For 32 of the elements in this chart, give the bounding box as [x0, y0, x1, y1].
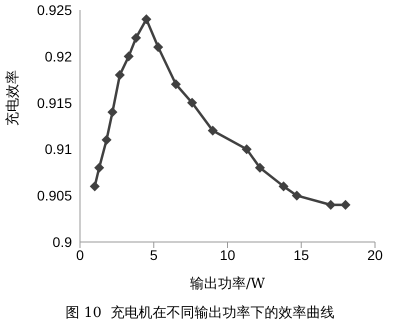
y-tick-label: 0.9 — [52, 234, 72, 250]
x-tick-label: 10 — [220, 246, 236, 263]
y-axis-title: 充电效率 — [4, 70, 21, 126]
x-axis-title: 输出功率/W — [190, 276, 266, 292]
y-tick-label: 0.92 — [44, 48, 72, 64]
point — [124, 51, 134, 62]
x-tick-label: 20 — [367, 246, 383, 263]
point — [94, 162, 104, 173]
point — [114, 70, 125, 80]
point — [208, 126, 218, 136]
point — [102, 134, 112, 145]
y-tick-label: 0.905 — [36, 188, 72, 204]
point — [90, 181, 100, 192]
x-tick-label: 15 — [293, 246, 310, 263]
point — [131, 32, 142, 43]
point — [170, 79, 181, 90]
point — [107, 107, 118, 118]
point — [254, 162, 265, 173]
x-tick-label: 0 — [76, 246, 84, 263]
point — [242, 144, 252, 154]
point — [278, 181, 289, 192]
caption: 图 10 充电机在不同输出功率下的效率曲线 — [64, 304, 336, 322]
point — [141, 14, 152, 24]
y-tick-label: 0.91 — [44, 141, 72, 158]
point — [326, 200, 336, 210]
point — [292, 190, 302, 201]
point — [340, 200, 350, 210]
y-tick-label: 0.925 — [36, 2, 72, 18]
point — [153, 42, 164, 52]
point — [187, 98, 198, 108]
x-tick-label: 5 — [150, 246, 158, 263]
y-tick-label: 0.915 — [36, 94, 72, 111]
